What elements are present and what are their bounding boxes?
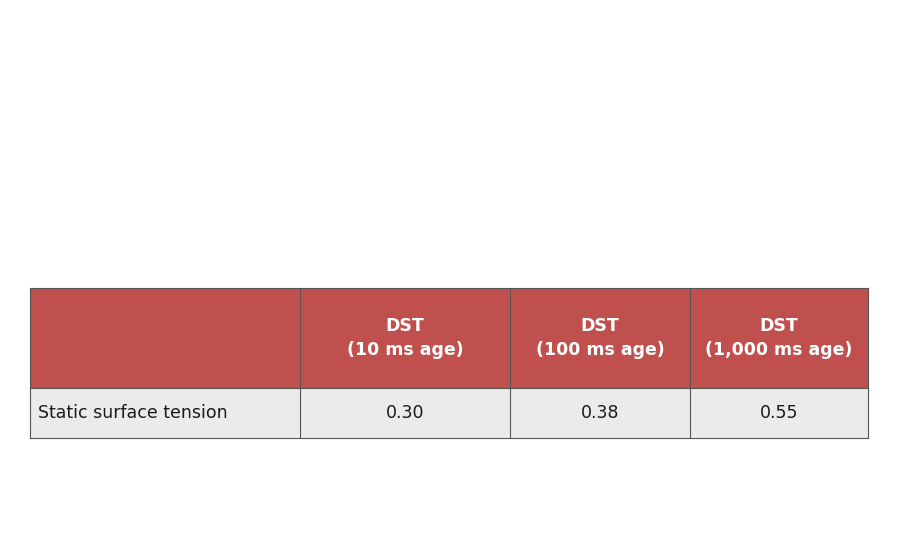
Text: Static surface tension: Static surface tension xyxy=(38,404,228,422)
Text: DST
(100 ms age): DST (100 ms age) xyxy=(536,317,664,359)
Text: DST
(1,000 ms age): DST (1,000 ms age) xyxy=(706,317,852,359)
Bar xyxy=(30,388,868,438)
Text: 0.38: 0.38 xyxy=(580,404,619,422)
Text: 0.30: 0.30 xyxy=(386,404,424,422)
Bar xyxy=(30,288,868,388)
Text: 0.55: 0.55 xyxy=(760,404,798,422)
Text: DST
(10 ms age): DST (10 ms age) xyxy=(346,317,464,359)
